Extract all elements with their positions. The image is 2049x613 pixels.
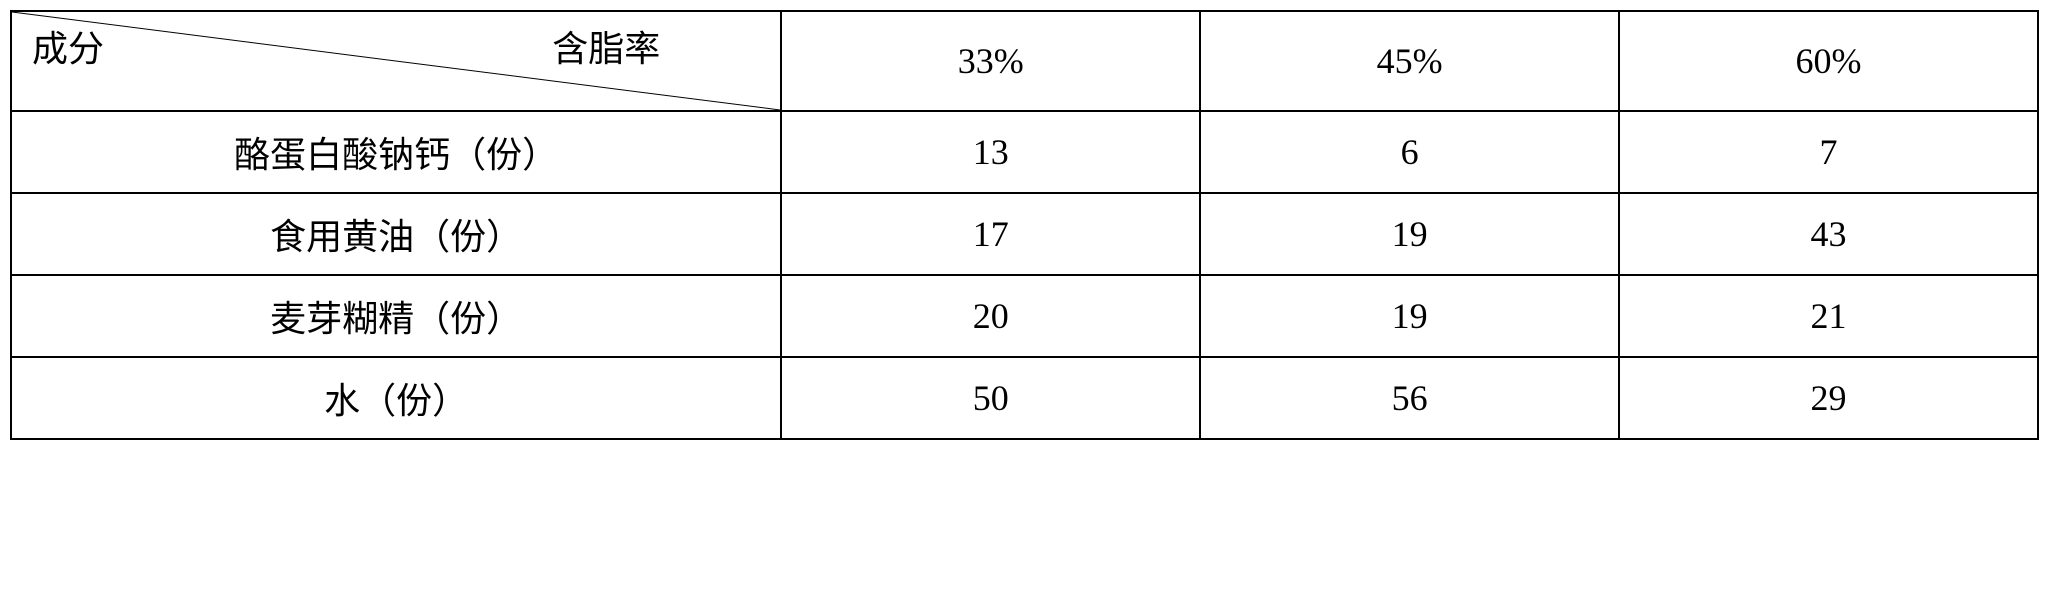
table-cell: 50 bbox=[781, 357, 1200, 439]
row-label: 食用黄油（份） bbox=[11, 193, 781, 275]
row-label: 麦芽糊精（份） bbox=[11, 275, 781, 357]
table-cell: 17 bbox=[781, 193, 1200, 275]
row-label: 酪蛋白酸钠钙（份） bbox=[11, 111, 781, 193]
row-label: 水（份） bbox=[11, 357, 781, 439]
table-cell: 20 bbox=[781, 275, 1200, 357]
table-cell: 19 bbox=[1200, 193, 1619, 275]
table-row: 食用黄油（份） 17 19 43 bbox=[11, 193, 2038, 275]
diag-col-axis-label: 含脂率 bbox=[552, 20, 660, 72]
col-header: 60% bbox=[1619, 11, 2038, 111]
table-row: 酪蛋白酸钠钙（份） 13 6 7 bbox=[11, 111, 2038, 193]
table-cell: 56 bbox=[1200, 357, 1619, 439]
diag-row-axis-label: 成分 bbox=[32, 20, 104, 72]
col-header: 33% bbox=[781, 11, 1200, 111]
table-cell: 21 bbox=[1619, 275, 2038, 357]
table-cell: 29 bbox=[1619, 357, 2038, 439]
table-cell: 7 bbox=[1619, 111, 2038, 193]
table-cell: 6 bbox=[1200, 111, 1619, 193]
diagonal-line-icon bbox=[12, 12, 780, 110]
diagonal-header-cell: 成分 含脂率 bbox=[11, 11, 781, 111]
table-row: 水（份） 50 56 29 bbox=[11, 357, 2038, 439]
table-header-row: 成分 含脂率 33% 45% 60% bbox=[11, 11, 2038, 111]
table-cell: 13 bbox=[781, 111, 1200, 193]
composition-table: 成分 含脂率 33% 45% 60% 酪蛋白酸钠钙（份） 13 6 7 食用黄油… bbox=[10, 10, 2039, 440]
table-cell: 43 bbox=[1619, 193, 2038, 275]
table-row: 麦芽糊精（份） 20 19 21 bbox=[11, 275, 2038, 357]
table-cell: 19 bbox=[1200, 275, 1619, 357]
col-header: 45% bbox=[1200, 11, 1619, 111]
